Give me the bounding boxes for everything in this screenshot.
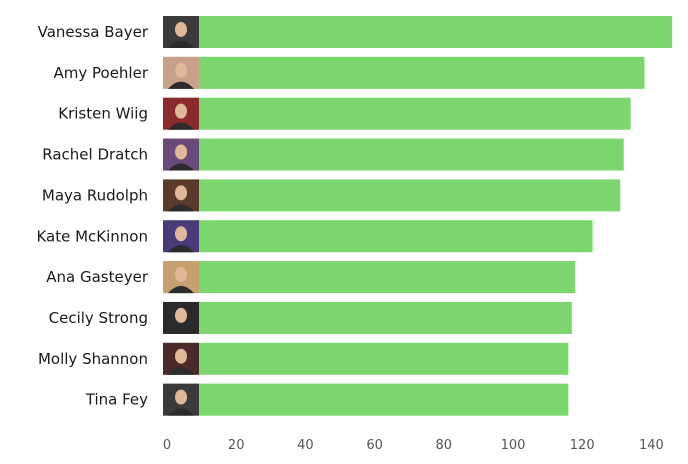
x-tick-label: 20 <box>228 438 245 453</box>
bar <box>167 301 572 334</box>
category-label: Rachel Dratch <box>42 146 148 164</box>
x-tick-label: 140 <box>639 438 664 453</box>
category-label: Maya Rudolph <box>42 186 148 204</box>
bar <box>167 179 621 212</box>
bar <box>167 383 569 416</box>
bar <box>167 261 576 294</box>
portrait-thumbnail <box>163 220 199 253</box>
category-label: Kristen Wiig <box>58 105 148 123</box>
portrait-thumbnail <box>163 97 199 130</box>
portrait-thumbnail <box>163 261 199 294</box>
portrait-thumbnail <box>163 301 199 334</box>
portrait-thumbnail <box>163 16 199 48</box>
portrait-thumbnail <box>163 383 199 416</box>
portrait-thumbnail <box>163 138 199 171</box>
x-tick-label: 60 <box>366 438 383 453</box>
bar <box>167 16 673 48</box>
bar <box>167 97 631 130</box>
category-label: Molly Shannon <box>38 350 148 368</box>
category-label: Amy Poehler <box>53 64 148 82</box>
category-label: Vanessa Bayer <box>38 23 149 41</box>
x-tick-label: 0 <box>163 438 171 453</box>
portrait-thumbnail <box>163 342 199 375</box>
bar <box>167 342 569 375</box>
category-label: Tina Fey <box>85 391 148 409</box>
x-tick-label: 120 <box>570 438 595 453</box>
category-label: Kate McKinnon <box>36 227 148 245</box>
x-tick-label: 80 <box>436 438 453 453</box>
category-label: Cecily Strong <box>49 309 148 327</box>
bar <box>167 138 624 171</box>
bar <box>167 220 593 253</box>
bar <box>167 56 645 89</box>
x-tick-label: 40 <box>297 438 314 453</box>
portrait-thumbnail <box>163 179 199 212</box>
x-tick-label: 100 <box>501 438 526 453</box>
category-label: Ana Gasteyer <box>46 268 149 286</box>
portrait-thumbnail <box>163 56 199 89</box>
